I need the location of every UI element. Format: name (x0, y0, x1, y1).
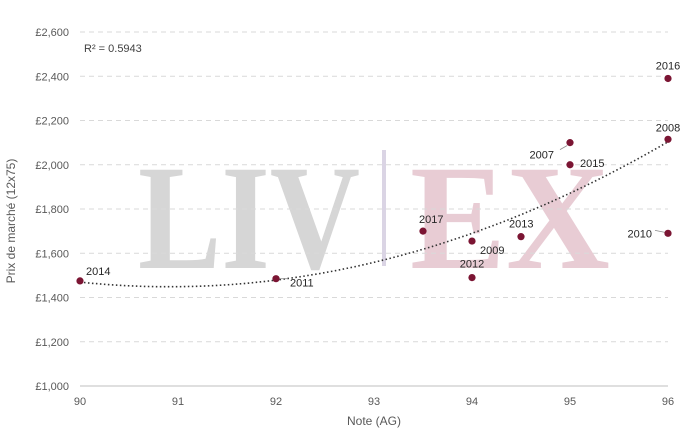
x-tick-label: 90 (74, 396, 86, 408)
data-point-2012 (468, 273, 476, 282)
data-point-2007 (566, 139, 574, 147)
y-tick-label: £2,400 (35, 71, 69, 83)
point-label-2008: 2008 (656, 122, 680, 134)
trendline (79, 141, 669, 288)
y-tick-label: £2,000 (35, 160, 69, 172)
x-tick-label: 93 (368, 396, 380, 408)
y-tick-label: £2,200 (35, 116, 69, 128)
y-axis-title: Prix de marché (12x75) (4, 159, 18, 284)
point-label-2013: 2013 (509, 219, 533, 231)
y-tick-label: £1,600 (35, 248, 69, 260)
y-tick-label: £2,600 (35, 27, 69, 39)
x-tick-label: 91 (172, 396, 184, 408)
x-tick-label: 94 (466, 396, 478, 408)
y-tick-label: £1,400 (35, 293, 69, 305)
data-point-2015 (566, 161, 574, 169)
point-label-2016: 2016 (656, 60, 680, 72)
x-tick-label: 96 (662, 396, 674, 408)
data-point-2009 (468, 237, 476, 245)
watermark-ex: EX (410, 135, 610, 301)
x-axis-ticks: 90 91 92 93 94 95 96 (74, 396, 674, 408)
y-tick-label: £1,000 (35, 381, 69, 393)
x-tick-label: 95 (564, 396, 576, 408)
label-leader-lines (279, 145, 666, 280)
point-label-2012: 2012 (460, 259, 484, 271)
x-tick-label: 92 (270, 396, 282, 408)
data-point-2016 (664, 74, 672, 83)
point-label-2015: 2015 (580, 158, 604, 170)
watermark-liv: LIV (138, 135, 360, 301)
data-point-2017 (419, 227, 427, 235)
data-point-2008 (664, 135, 672, 143)
point-label-2011: 2011 (290, 278, 314, 290)
leader-line (559, 145, 568, 150)
data-point-2013 (517, 233, 525, 241)
x-axis-title: Note (AG) (347, 414, 401, 428)
point-label-2017: 2017 (419, 214, 443, 226)
watermark-divider (382, 150, 386, 266)
point-label-2014: 2014 (86, 266, 110, 278)
point-label-2007: 2007 (530, 150, 554, 162)
point-label-2010: 2010 (628, 228, 652, 240)
data-point-2014 (76, 277, 84, 285)
y-tick-label: £1,800 (35, 204, 69, 216)
point-labels: 2014 2011 2017 2009 2012 2013 2007 2015 2016 2008… (86, 60, 680, 289)
livex-watermark: LIV EX (138, 135, 610, 301)
data-point-2011 (272, 275, 280, 283)
r-squared-label: R² = 0.5943 (84, 43, 142, 55)
data-point-2010 (664, 229, 672, 237)
y-axis-ticks: £1,000 £1,200 £1,400 £1,600 £1,800 £2,000 £2,2… (35, 27, 69, 393)
leader-line (654, 229, 666, 233)
data-points (76, 74, 672, 285)
y-tick-label: £1,200 (35, 337, 69, 349)
point-label-2009: 2009 (480, 245, 504, 257)
